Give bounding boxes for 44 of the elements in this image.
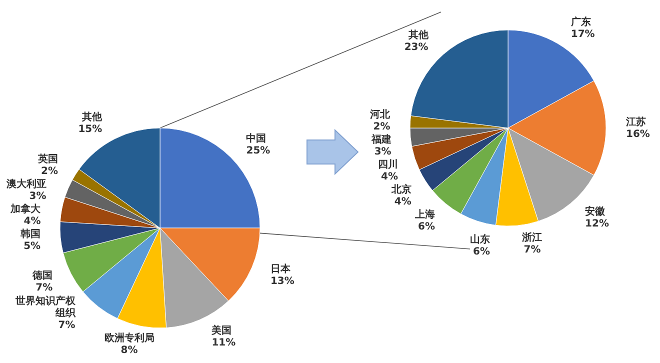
data-label: 3% (29, 190, 46, 202)
data-label: 12% (585, 218, 609, 230)
data-label: 6% (473, 246, 490, 258)
data-label: 13% (270, 276, 294, 287)
data-label: 15% (78, 124, 102, 135)
slice-label: 上海 (414, 208, 436, 221)
slice-label: 中国 (246, 132, 266, 145)
slice-label: 其他 (81, 110, 104, 123)
slice-label: 其他 (407, 28, 430, 41)
slice-label: 日本 (270, 262, 292, 275)
slice-label: 英国 (37, 152, 58, 165)
slice-label: 安徽 (585, 205, 606, 218)
data-label: 7% (58, 320, 76, 331)
data-label: 4% (24, 216, 41, 227)
slice-label: 河北 (369, 108, 392, 121)
data-label: 16% (626, 129, 650, 140)
slice-label: 福建 (370, 134, 392, 146)
data-label: 7% (36, 282, 53, 294)
slice-label: 韩国 (20, 228, 41, 240)
data-label: 5% (24, 240, 41, 252)
slice-label: 欧洲专利局 (104, 332, 154, 344)
slice-label: 四川 (378, 158, 398, 171)
data-label: 4% (381, 172, 398, 183)
data-label: 8% (120, 345, 138, 356)
data-label: 4% (394, 196, 412, 208)
data-label: 23% (404, 42, 428, 53)
slice-label: 世界知识产权组织 (14, 295, 76, 319)
slice-label: 江苏 (625, 116, 646, 128)
data-label: 17% (570, 29, 595, 40)
data-label: 3% (374, 146, 392, 158)
slice-label: 山东 (470, 234, 490, 246)
data-label: 6% (418, 222, 436, 233)
data-label: 2% (373, 122, 390, 133)
slice-label: 澳大利亚 (5, 178, 46, 190)
slice-label: 广东 (570, 16, 591, 28)
slice-label: 北京 (390, 184, 412, 196)
data-label: 25% (246, 146, 270, 157)
data-label: 11% (212, 337, 236, 348)
slice-label: 美国 (210, 324, 232, 336)
slice-label: 德国 (32, 270, 53, 282)
slice-label: 加拿大 (10, 202, 42, 215)
slice-label: 浙江 (521, 231, 542, 244)
data-label: 7% (524, 244, 541, 256)
data-label: 2% (41, 166, 58, 177)
